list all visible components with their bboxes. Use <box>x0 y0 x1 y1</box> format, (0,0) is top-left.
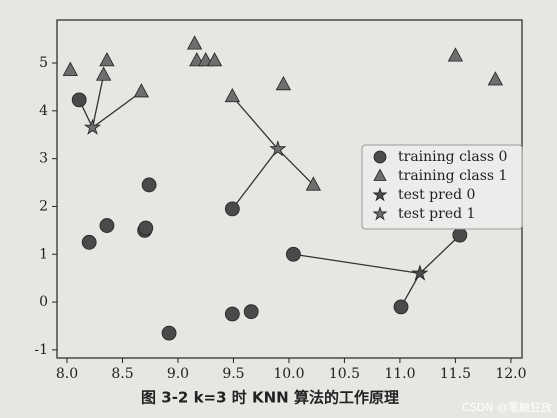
point <box>206 52 223 67</box>
x-tick-label: 9.5 <box>222 366 244 382</box>
point <box>81 234 97 250</box>
x-tick-label: 10.0 <box>273 366 304 382</box>
neighbor-link <box>91 74 105 128</box>
point <box>83 118 102 135</box>
x-tick-label: 9.0 <box>167 366 189 382</box>
y-tick-label: 5 <box>39 55 48 71</box>
x-tick-label: 11.0 <box>384 366 415 382</box>
x-tick-label: 12.0 <box>495 366 526 382</box>
point <box>224 306 240 322</box>
caption: 图 3-2 k=3 时 KNN 算法的工作原理 <box>141 389 399 407</box>
point <box>99 218 115 233</box>
legend-label: training class 0 <box>398 149 507 165</box>
y-tick-label: 3 <box>39 151 48 167</box>
point <box>305 176 322 191</box>
legend-marker <box>372 187 388 202</box>
point <box>224 201 240 217</box>
y-tick-label: 1 <box>39 246 48 262</box>
neighbor-link <box>419 234 461 274</box>
y-tick-label: 0 <box>39 294 48 310</box>
point <box>161 325 177 341</box>
point <box>243 304 259 320</box>
neighbor-link <box>293 253 420 275</box>
neighbor-link <box>92 91 142 129</box>
x-tick-label: 8.5 <box>111 366 133 382</box>
point <box>411 264 429 281</box>
point <box>71 92 87 108</box>
watermark: CSDN @笔触狂放 <box>462 400 552 414</box>
point <box>138 220 154 236</box>
point <box>186 35 203 50</box>
legend-label: test pred 1 <box>398 206 475 222</box>
x-tick-label: 8.0 <box>56 366 78 382</box>
legend-marker <box>373 168 387 181</box>
legend-label: test pred 0 <box>398 187 475 203</box>
point <box>62 61 78 76</box>
point <box>452 227 468 243</box>
legend-marker <box>373 150 387 164</box>
legend-marker <box>372 206 388 221</box>
y-tick-label: 2 <box>39 198 48 214</box>
point <box>224 87 241 103</box>
point <box>285 246 301 262</box>
neighbor-link <box>231 96 279 150</box>
point <box>133 83 150 98</box>
point <box>393 299 409 315</box>
legend-box <box>361 144 523 230</box>
point <box>447 47 464 62</box>
point <box>95 66 112 81</box>
x-tick-label: 11.5 <box>440 366 471 382</box>
neighbor-link <box>231 148 279 210</box>
y-tick-label: -1 <box>34 342 48 358</box>
point <box>269 140 287 157</box>
point <box>99 52 115 67</box>
y-tick-label: 4 <box>39 103 48 119</box>
point <box>141 177 157 193</box>
point <box>487 71 504 86</box>
point <box>275 75 292 91</box>
neighbor-link <box>277 148 314 186</box>
x-tick-label: 10.5 <box>329 366 360 382</box>
legend-label: training class 1 <box>398 168 507 184</box>
